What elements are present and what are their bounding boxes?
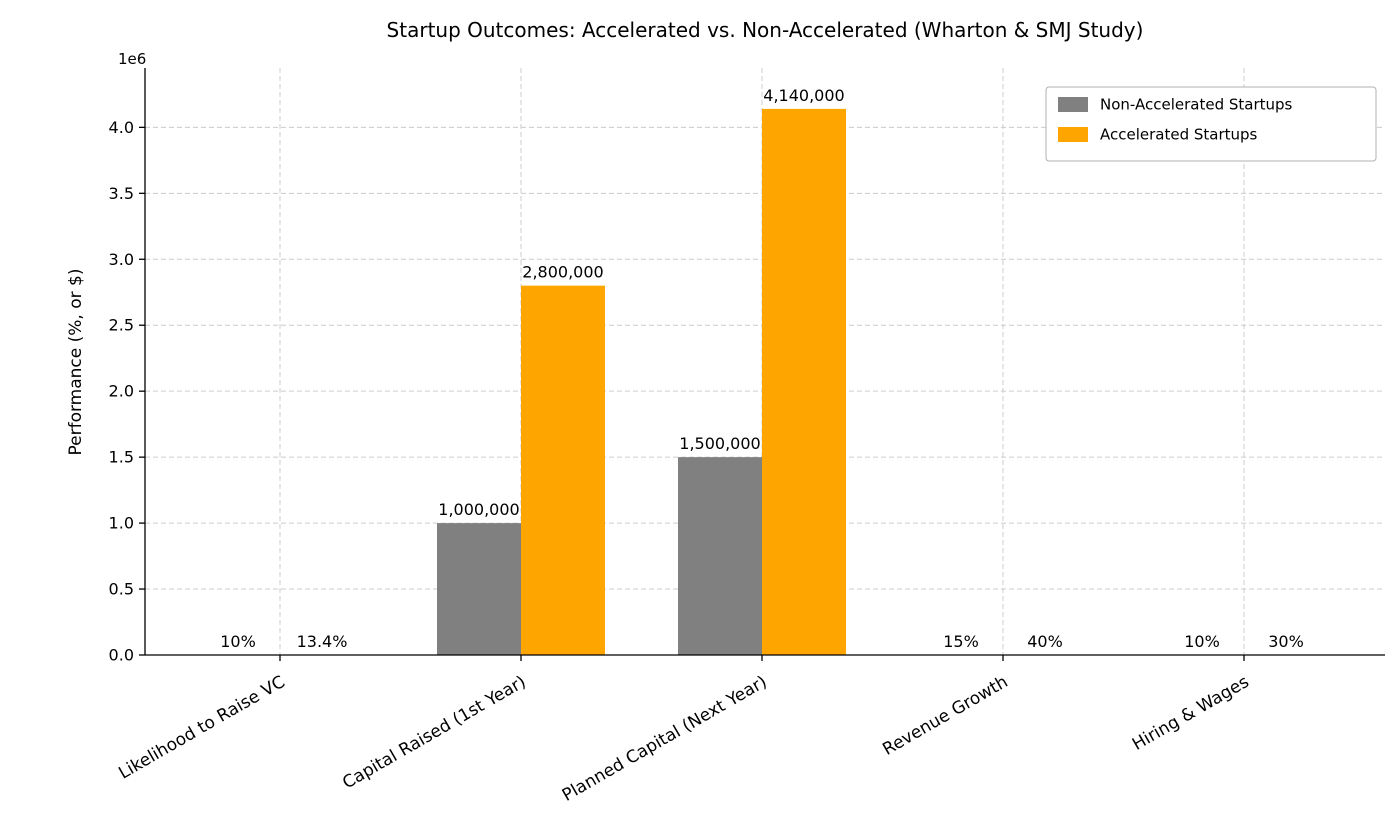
legend-swatch [1058,127,1088,142]
y-tick-label: 2.0 [109,382,134,401]
y-tick-label: 3.5 [109,184,134,203]
legend: Non-Accelerated Startups Accelerated Star… [1045,86,1377,162]
legend-label: Accelerated Startups [1100,126,1258,144]
bar-value-label: 10% [1184,632,1220,651]
bar-value-label: 13.4% [297,632,348,651]
y-tick-label: 4.0 [109,118,134,137]
bars: 10% 1,000,000 1,500,000 15% 10% 13.4% 2,800,00… [196,86,1328,656]
bar-value-label: 40% [1027,632,1063,651]
x-tick-label: Likelihood to Raise VC [115,672,288,784]
bar-value-label: 4,140,000 [763,86,844,105]
bar [521,285,605,655]
bar-value-label: 30% [1268,632,1304,651]
legend-label: Non-Accelerated Startups [1100,96,1293,114]
x-tick-label: Hiring & Wages [1129,672,1253,755]
legend-swatch [1058,97,1088,112]
bar [678,457,762,655]
legend-box [1045,86,1377,162]
y-tick-label: 1.5 [109,448,134,467]
x-tick-label: Capital Raised (1st Year) [339,672,529,793]
bar-value-label: 1,500,000 [679,434,760,453]
bar-value-label: 1,000,000 [438,500,519,519]
axes-spines [144,68,1385,656]
y-axis: 0.0 0.5 1.0 1.5 2.0 2.5 3.0 3.5 4.0 [109,118,145,665]
bar-value-label: 2,800,000 [522,263,603,282]
x-tick-label: Planned Capital (Next Year) [559,672,771,806]
bar-value-label: 10% [220,632,256,651]
bar [762,108,846,655]
x-tick-label: Revenue Growth [879,672,1011,760]
y-tick-label: 2.5 [109,316,134,335]
bar-value-label: 15% [943,632,979,651]
y-axis-offset-text: 1e6 [118,50,147,68]
x-axis: Likelihood to Raise VC Capital Raised (1s… [115,655,1253,806]
y-tick-label: 3.0 [109,250,134,269]
y-tick-label: 0.0 [109,646,134,665]
chart-title: Startup Outcomes: Accelerated vs. Non-Ac… [386,18,1144,42]
y-tick-label: 0.5 [109,580,134,599]
y-tick-label: 1.0 [109,514,134,533]
bar [437,523,521,655]
